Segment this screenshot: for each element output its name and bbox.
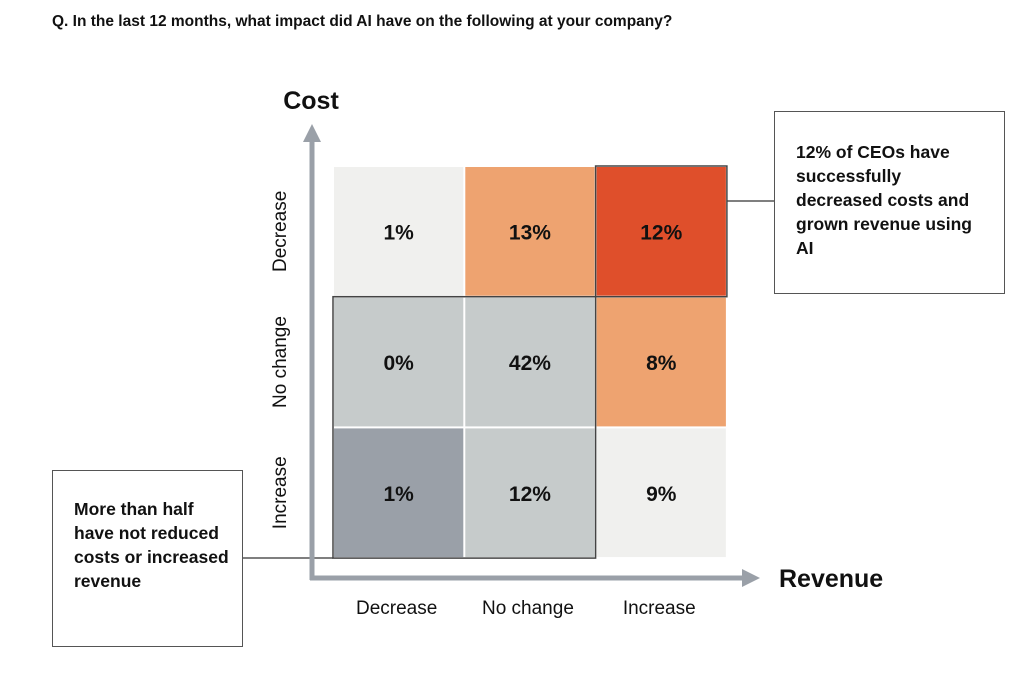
heatmap-cell xyxy=(596,167,726,296)
heatmap-cell xyxy=(465,167,595,296)
highlight-outline-bottom-left xyxy=(332,295,597,559)
callout-left: More than half have not reduced costs or… xyxy=(52,470,243,647)
y-tick-label: Increase xyxy=(270,456,291,529)
heatmap-cell xyxy=(334,167,464,296)
question-title: Q. In the last 12 months, what impact di… xyxy=(52,13,673,30)
cell-value-label: 9% xyxy=(646,483,677,506)
x-tick-label: Decrease xyxy=(356,598,437,619)
highlight-outline-top-right xyxy=(594,165,728,298)
heatmap-cell xyxy=(334,297,464,427)
y-axis-title: Cost xyxy=(283,87,339,115)
cell-value-label: 0% xyxy=(383,352,414,375)
cell-value-label: 1% xyxy=(383,483,414,506)
heatmap-cell xyxy=(334,428,464,558)
cell-value-label: 1% xyxy=(383,221,414,244)
heatmap-cell xyxy=(596,297,726,427)
cell-value-label: 8% xyxy=(646,352,677,375)
cell-value-label: 12% xyxy=(509,483,551,506)
y-tick-label: Decrease xyxy=(270,191,291,272)
heatmap-cell xyxy=(465,297,595,427)
x-tick-label: No change xyxy=(482,598,574,619)
callout-right: 12% of CEOs have successfully decreased … xyxy=(774,111,1005,294)
x-tick-label: Increase xyxy=(623,598,696,619)
x-axis-arrow-icon xyxy=(742,569,760,587)
y-axis-arrow-icon xyxy=(303,124,321,142)
heatmap-cell xyxy=(596,428,726,558)
cell-value-label: 13% xyxy=(509,221,551,244)
cell-value-label: 42% xyxy=(509,352,551,375)
cell-value-label: 12% xyxy=(640,221,682,244)
y-tick-label: No change xyxy=(270,316,291,408)
heatmap-cell xyxy=(465,428,595,558)
x-axis-title: Revenue xyxy=(779,565,883,593)
